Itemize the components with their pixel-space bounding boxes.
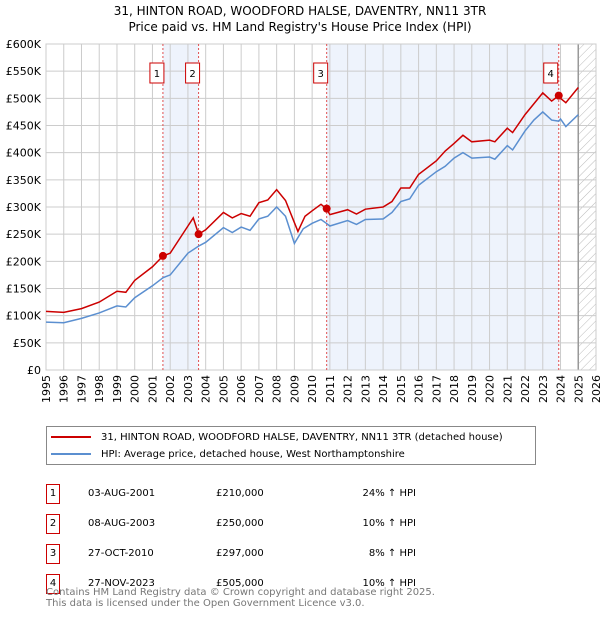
sale-number: 4 <box>46 574 60 594</box>
x-tick-label: 1998 <box>93 375 106 403</box>
x-tick-label: 2001 <box>146 375 159 403</box>
sale-point <box>322 204 331 213</box>
x-tick-label: 2025 <box>572 375 585 403</box>
x-tick-label: 2014 <box>377 375 390 403</box>
subtitle-line: Price paid vs. HM Land Registry's House … <box>128 20 472 34</box>
x-tick-label: 2012 <box>342 375 355 403</box>
sale-row: 1 03-AUG-2001 £210,000 24% ↑ HPI <box>46 484 446 504</box>
sale-row: 3 27-OCT-2010 £297,000 8% ↑ HPI <box>46 544 446 564</box>
x-tick-label: 2020 <box>484 375 497 403</box>
sale-number: 1 <box>46 484 60 504</box>
x-tick-label: 1996 <box>58 375 71 403</box>
x-tick-label: 2019 <box>466 375 479 403</box>
sale-hpi-diff: 10% ↑ HPI <box>362 578 416 589</box>
legend-label: HPI: Average price, detached house, West… <box>101 448 405 460</box>
sale-number: 3 <box>46 544 60 564</box>
sale-badge-label: 4 <box>548 69 554 80</box>
x-tick-label: 2022 <box>519 375 532 403</box>
y-tick-label: £350K <box>6 174 42 187</box>
y-tick-label: £200K <box>6 255 42 268</box>
legend-item-property: 31, HINTON ROAD, WOODFORD HALSE, DAVENTR… <box>51 429 503 445</box>
price-chart: 1995 1996 1997 1998 1999 2000 2001 2002 2003 2004… <box>6 38 600 403</box>
x-tick-label: 2008 <box>271 375 284 403</box>
footer-line: This data is licensed under the Open Gov… <box>46 598 365 609</box>
x-tick-label: 2018 <box>448 375 461 403</box>
sale-price: £297,000 <box>216 548 264 559</box>
x-tick-label: 2026 <box>590 375 600 403</box>
y-tick-label: £550K <box>6 65 42 78</box>
sale-badge <box>185 62 201 84</box>
sale-hpi-diff: 24% ↑ HPI <box>362 488 416 499</box>
sale-row: 2 08-AUG-2003 £250,000 10% ↑ HPI <box>46 514 446 534</box>
x-tick-label: 2007 <box>253 375 266 403</box>
legend: 31, HINTON ROAD, WOODFORD HALSE, DAVENTR… <box>46 426 536 465</box>
y-tick-label: £300K <box>6 201 42 214</box>
y-tick-label: £0 <box>27 364 41 377</box>
plot-frame <box>45 43 597 371</box>
x-tick-label: 2000 <box>129 375 142 403</box>
sale-point <box>158 251 167 260</box>
sale-point <box>554 91 563 100</box>
legend-swatch <box>51 453 91 455</box>
sale-hpi-diff: 10% ↑ HPI <box>362 518 416 529</box>
title-line: 31, HINTON ROAD, WOODFORD HALSE, DAVENTR… <box>113 4 487 18</box>
sale-badge <box>543 62 559 84</box>
x-tick-label: 2009 <box>288 375 301 403</box>
sale-number: 2 <box>46 514 60 534</box>
sale-date: 27-NOV-2023 <box>88 578 155 589</box>
sale-price: £250,000 <box>216 518 264 529</box>
x-tick-label: 2004 <box>200 375 213 403</box>
chart-title: 31, HINTON ROAD, WOODFORD HALSE, DAVENTR… <box>0 3 600 35</box>
x-tick-label: 2021 <box>501 375 514 403</box>
x-tick-label: 2015 <box>395 375 408 403</box>
x-tick-label: 1995 <box>40 375 53 403</box>
sale-price: £210,000 <box>216 488 264 499</box>
x-tick-label: 2011 <box>324 375 337 403</box>
x-tick-label: 2023 <box>537 375 550 403</box>
sale-row: 4 27-NOV-2023 £505,000 10% ↑ HPI <box>46 574 446 594</box>
y-tick-label: £600K <box>6 38 42 51</box>
sale-date: 27-OCT-2010 <box>88 548 154 559</box>
x-tick-label: 2016 <box>413 375 426 403</box>
y-tick-label: £100K <box>6 310 42 323</box>
y-tick-label: £50K <box>13 337 42 350</box>
legend-label: 31, HINTON ROAD, WOODFORD HALSE, DAVENTR… <box>101 431 503 443</box>
x-tick-label: 1997 <box>75 375 88 403</box>
sale-badge <box>149 62 165 84</box>
x-tick-label: 1999 <box>111 375 124 403</box>
sale-badge-label: 1 <box>154 69 160 80</box>
hpi-line <box>45 110 579 324</box>
x-tick-label: 2010 <box>306 375 319 403</box>
y-tick-label: £250K <box>6 228 42 241</box>
footer-line: Contains HM Land Registry data © Crown c… <box>46 587 435 598</box>
x-tick-label: 2003 <box>182 375 195 403</box>
x-tick-label: 2005 <box>217 375 230 403</box>
legend-item-hpi: HPI: Average price, detached house, West… <box>51 446 405 462</box>
sale-badge-label: 2 <box>189 69 195 80</box>
footer: Contains HM Land Registry data © Crown c… <box>46 587 435 609</box>
x-tick-label: 2024 <box>555 375 568 403</box>
x-tick-label: 2002 <box>164 375 177 403</box>
sale-badge-label: 3 <box>317 69 323 80</box>
legend-swatch <box>51 436 91 438</box>
y-tick-label: £450K <box>6 120 42 133</box>
sale-point <box>194 230 203 239</box>
x-tick-label: 2013 <box>359 375 372 403</box>
x-tick-label: 2006 <box>235 375 248 403</box>
x-tick-label: 2017 <box>430 375 443 403</box>
sale-price: £505,000 <box>216 578 264 589</box>
sale-date: 03-AUG-2001 <box>88 488 156 499</box>
y-tick-label: £500K <box>6 92 42 105</box>
sale-badge <box>313 62 329 84</box>
y-tick-label: £400K <box>6 147 42 160</box>
y-tick-label: £150K <box>6 283 42 296</box>
sale-date: 08-AUG-2003 <box>88 518 156 529</box>
sale-hpi-diff: 8% ↑ HPI <box>368 548 416 559</box>
